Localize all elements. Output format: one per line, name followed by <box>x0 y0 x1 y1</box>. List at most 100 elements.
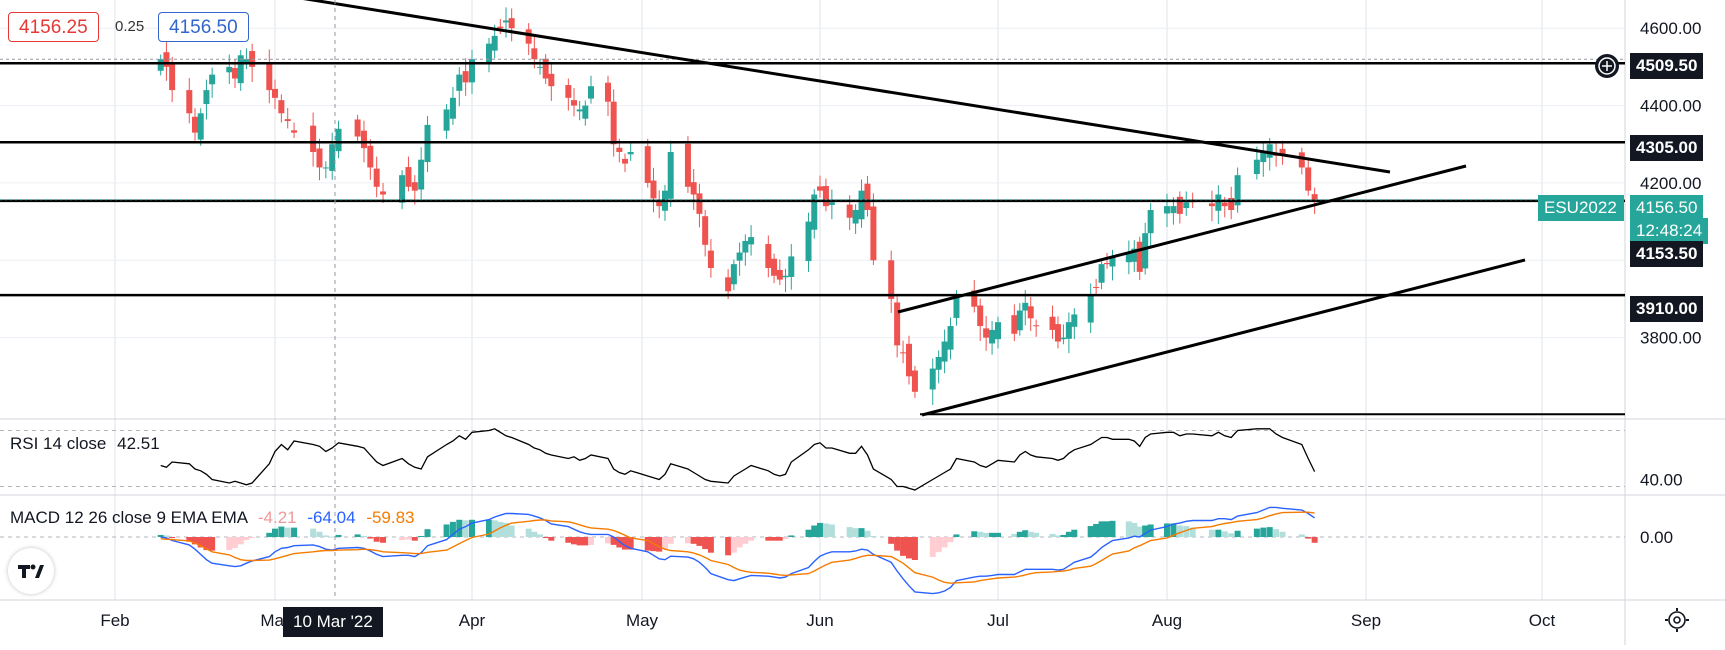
candle-body <box>418 159 425 190</box>
candle-body <box>941 341 948 362</box>
macd-histogram-bar <box>232 537 238 548</box>
macd-histogram-bar <box>571 537 577 545</box>
macd-histogram-bar <box>702 537 709 550</box>
candle-body <box>1183 202 1190 209</box>
candle <box>316 138 323 181</box>
macd-histogram-bar <box>354 534 361 538</box>
bid-price[interactable]: 4156.25 <box>8 12 99 42</box>
macd-histogram-bar <box>977 531 984 538</box>
candle-body <box>1027 306 1034 319</box>
candle-body <box>1065 322 1072 339</box>
time-axis: Feb Mar Apr May Jun Jul Aug Sep Oct <box>100 611 1555 630</box>
candle-body <box>989 329 996 344</box>
candle <box>456 67 463 107</box>
candle-body <box>971 290 978 307</box>
candle-body <box>449 97 456 119</box>
candle-body <box>443 109 450 131</box>
time-axis-label: Feb <box>100 611 129 630</box>
candle-body <box>1060 337 1067 340</box>
macd-histogram-bar <box>935 537 942 553</box>
candle-body <box>237 55 244 84</box>
candle-body <box>644 146 651 183</box>
macd-histogram-bar <box>822 523 829 538</box>
ask-price[interactable]: 4156.50 <box>158 12 249 42</box>
macd-histogram-bar <box>725 537 732 556</box>
macd-histogram-bar <box>1011 533 1018 538</box>
macd-histogram-bar <box>203 537 210 551</box>
candle <box>1208 190 1215 222</box>
candle-body <box>310 125 317 152</box>
candle <box>266 49 273 104</box>
candle-body <box>995 322 1001 340</box>
plus-circle-icon[interactable] <box>1595 54 1619 78</box>
macd-histogram-bar <box>243 537 250 541</box>
macd-histogram-bar <box>399 537 406 541</box>
candle-body <box>650 180 657 199</box>
macd-histogram-bar <box>548 537 555 541</box>
candle-body <box>1228 198 1235 210</box>
time-axis-label: Aug <box>1152 611 1182 630</box>
gear-icon[interactable] <box>1665 608 1689 632</box>
candle-body <box>1125 252 1132 263</box>
candle <box>571 88 577 117</box>
candle-body <box>1260 151 1267 163</box>
candle-body <box>163 52 170 67</box>
macd-histogram-bar <box>953 534 960 538</box>
candle <box>1183 191 1190 216</box>
macd-histogram-bar <box>995 532 1001 538</box>
candle-body <box>405 167 412 187</box>
macd-histogram-bar <box>929 537 936 557</box>
macd-histogram-bar <box>542 537 549 539</box>
symbol-tag: ESU2022 <box>1538 195 1624 221</box>
tradingview-logo[interactable] <box>8 548 54 594</box>
macd-histogram-bar <box>367 537 374 539</box>
macd-histogram-bar <box>335 534 342 538</box>
candle-body <box>610 101 617 145</box>
price-axis-label: 4600.00 <box>1640 19 1701 38</box>
macd-histogram-bar <box>380 537 387 543</box>
macd-histogram-bar <box>765 537 772 541</box>
macd-histogram-bar <box>1065 531 1072 538</box>
macd-histogram-bar <box>1266 527 1273 538</box>
candle <box>644 138 651 188</box>
macd-axis-label: 0.00 <box>1640 528 1673 547</box>
candle-body <box>1305 167 1312 191</box>
candle-body <box>316 148 323 168</box>
macd-histogram-bar <box>486 519 492 538</box>
candle-body <box>1093 286 1100 288</box>
candle-body <box>1170 206 1177 214</box>
macd-histogram-bar <box>456 519 463 538</box>
rsi-legend[interactable]: RSI 14 close 42.51 <box>10 434 160 454</box>
candle-body <box>1208 203 1215 207</box>
candle <box>707 239 714 278</box>
candle <box>197 108 204 146</box>
candle-body <box>1054 324 1061 342</box>
macd-histogram-bar <box>1098 521 1105 538</box>
macd-histogram-bar <box>1260 527 1267 538</box>
candle <box>702 210 709 257</box>
candle-body <box>953 295 960 318</box>
candle-body <box>852 210 859 224</box>
macd-histogram-bar <box>828 524 835 538</box>
candle <box>656 190 663 219</box>
candle <box>576 100 583 121</box>
macd-legend[interactable]: MACD 12 26 close 9 EMA EMA -4.21 -64.04 … <box>10 508 415 528</box>
macd-histogram-bar <box>971 531 978 538</box>
candle <box>935 350 942 384</box>
macd-histogram-bar <box>776 537 783 541</box>
rsi-title: RSI 14 close <box>10 434 107 453</box>
time-axis-label: Jul <box>987 611 1009 630</box>
candle-body <box>462 71 469 83</box>
candle <box>947 317 954 360</box>
candle <box>537 58 543 75</box>
candle <box>462 58 469 96</box>
macd-histogram-bar <box>1183 526 1190 538</box>
candle-body <box>935 356 942 370</box>
candle-body <box>192 116 198 133</box>
candle <box>817 175 823 198</box>
candle <box>565 78 572 111</box>
macd-histogram-bar <box>605 537 611 544</box>
